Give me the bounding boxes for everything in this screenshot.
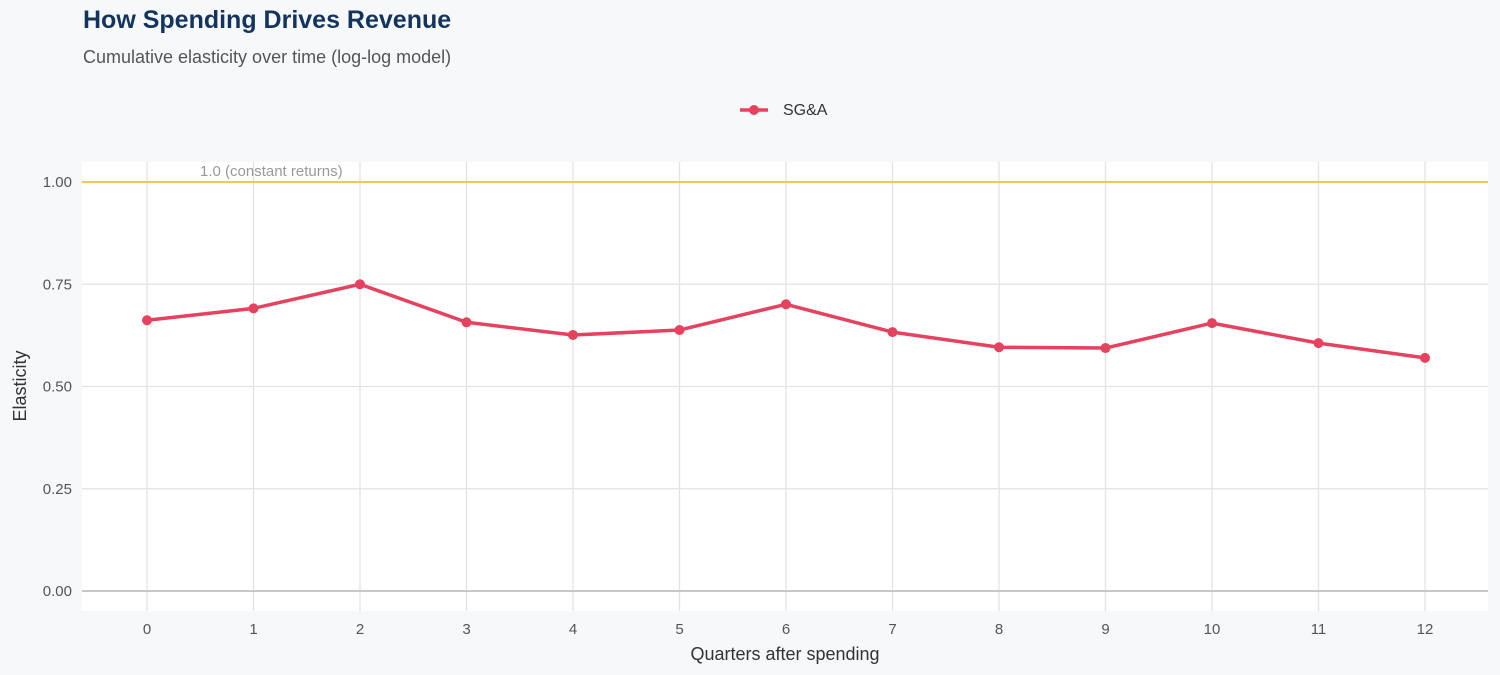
x-tick-label: 5 [675,621,683,638]
x-tick-label: 3 [462,621,470,638]
data-point [248,303,259,314]
legend-marker [749,105,759,115]
data-point [994,342,1004,353]
x-tick-label: 2 [356,621,364,638]
y-axis-label: Elasticity [10,350,30,421]
data-point [355,279,365,290]
data-point [887,327,898,338]
y-tick-label: 1.00 [43,174,72,191]
x-tick-label: 9 [1101,621,1109,638]
data-point [1207,318,1217,329]
x-axis-label: Quarters after spending [690,644,879,664]
x-tick-label: 6 [782,621,790,638]
x-tick-label: 4 [569,621,577,638]
y-tick-label: 0.75 [43,276,72,293]
data-point [781,299,791,310]
legend-label: SG&A [783,102,828,119]
x-tick-label: 1 [249,621,257,638]
x-tick-label: 0 [143,621,151,638]
data-point [1100,343,1111,354]
data-point [1420,352,1430,363]
chart-subtitle: Cumulative elasticity over time (log-log… [83,47,452,67]
x-tick-label: 12 [1417,621,1434,638]
data-point [568,329,578,340]
y-tick-label: 0.50 [43,379,72,396]
legend: SG&A [740,102,828,119]
y-tick-label: 0.00 [43,583,72,600]
x-tick-label: 10 [1204,621,1221,638]
data-point [1313,338,1324,349]
data-point [142,315,152,326]
x-tick-label: 11 [1311,621,1327,638]
chart-title: How Spending Drives Revenue [83,6,452,34]
reference-line-label: 1.0 (constant returns) [200,163,343,180]
y-tick-label: 0.25 [43,481,72,498]
x-tick-label: 7 [888,621,896,638]
data-point [461,317,472,328]
x-tick-label: 8 [995,621,1003,638]
data-point [674,325,685,336]
